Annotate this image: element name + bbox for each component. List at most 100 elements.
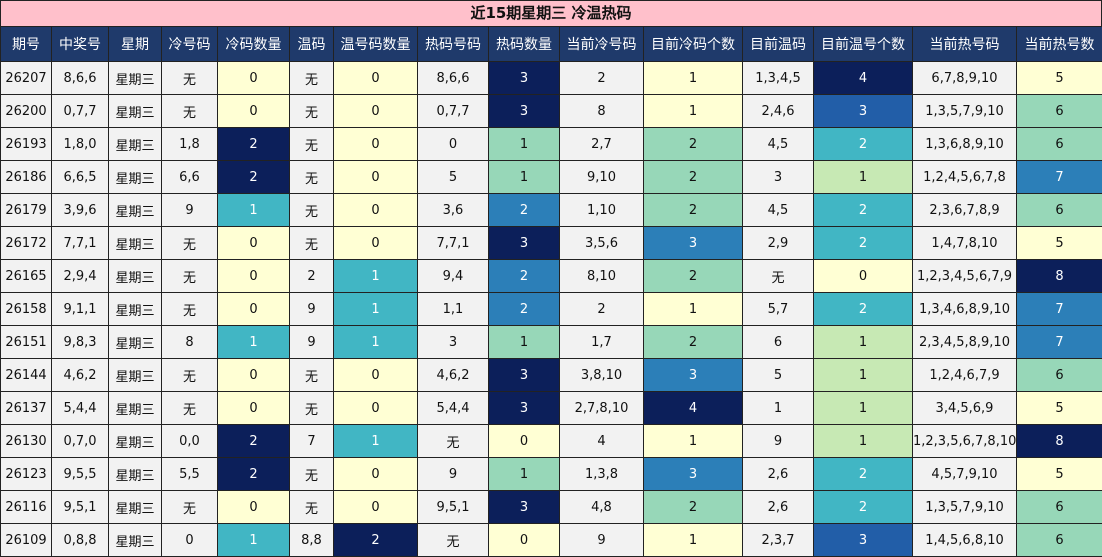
- table-row: 26193 1,8,0 星期三 1,8 2 无 0 0 1 2,7 2 4,5 2 1,3,6,8,9,1…: [0, 127, 1102, 161]
- table-cell: 无: [289, 226, 334, 260]
- table-row: 26207 8,6,6 星期三无 0 无 0 8,6,6 3 2 1 1,3,4,5 4 6,7,8,9…: [0, 61, 1102, 95]
- table-cell: 6: [1016, 193, 1102, 227]
- table-row: 26186 6,6,5 星期三 6,6 2 无 0 5 1 9,10 2 3 1 1,2,4,5,6,7,…: [0, 160, 1102, 194]
- table-cell: 9: [289, 325, 334, 359]
- table-cell: 26158: [0, 292, 52, 326]
- table-cell: 6,6: [161, 160, 218, 194]
- table-row: 26144 4,6,2 星期三无 0 无 0 4,6,2 3 3,8,10 3 5 1 1,2,4,6,…: [0, 358, 1102, 392]
- table-cell: 无: [742, 259, 814, 293]
- table-cell: 1,2,3,4,5,6,7,9: [912, 259, 1017, 293]
- table-cell: 9: [559, 523, 644, 557]
- table-cell: 5: [1016, 61, 1102, 95]
- table-cell: 1,4,5,6,8,10: [912, 523, 1017, 557]
- table-cell: 无: [289, 127, 334, 161]
- table-row: 26172 7,7,1 星期三无 0 无 0 7,7,1 3 3,5,6 3 2,9 2 1,4,7,8…: [0, 226, 1102, 260]
- table-cell: 1: [217, 325, 290, 359]
- table-cell: 2: [643, 490, 743, 524]
- table-cell: 无: [289, 391, 334, 425]
- table-cell: 0: [488, 523, 560, 557]
- table-cell: 6,7,8,9,10: [912, 61, 1017, 95]
- table-cell: 3: [488, 226, 560, 260]
- column-header: 目前冷码个数: [643, 26, 743, 62]
- table-cell: 0: [333, 358, 418, 392]
- table-cell: 2: [217, 127, 290, 161]
- table-cell: 无: [289, 94, 334, 128]
- table-cell: 0,7,0: [51, 424, 109, 458]
- table-cell: 星期三: [108, 523, 162, 557]
- table-cell: 3: [488, 61, 560, 95]
- table-cell: 7: [1016, 292, 1102, 326]
- table-cell: 星期三: [108, 259, 162, 293]
- table-cell: 2: [643, 160, 743, 194]
- table-cell: 2,6: [742, 490, 814, 524]
- table-cell: 2: [643, 193, 743, 227]
- table-cell: 2: [559, 292, 644, 326]
- table-cell: 26165: [0, 259, 52, 293]
- table-cell: 无: [161, 391, 218, 425]
- table-cell: 1: [643, 523, 743, 557]
- table-cell: 9,10: [559, 160, 644, 194]
- table-cell: 星期三: [108, 358, 162, 392]
- table-cell: 星期三: [108, 490, 162, 524]
- table-cell: 26193: [0, 127, 52, 161]
- table-cell: 26109: [0, 523, 52, 557]
- table-cell: 1,2,3,5,6,7,8,10: [912, 424, 1017, 458]
- table-row: 26151 9,8,3 星期三 8 1 9 1 3 1 1,7 2 6 1 2,3,4,5,8,9,10 7: [0, 325, 1102, 359]
- table-cell: 4: [643, 391, 743, 425]
- table-cell: 1,3,4,6,8,9,10: [912, 292, 1017, 326]
- table-cell: 0,7,7: [417, 94, 489, 128]
- table-cell: 3,4,5,6,9: [912, 391, 1017, 425]
- table-cell: 8,8: [289, 523, 334, 557]
- table-cell: 2: [813, 457, 913, 491]
- table-cell: 4,6,2: [417, 358, 489, 392]
- table-cell: 4,5,7,9,10: [912, 457, 1017, 491]
- hot-cold-table: 期号 中奖号 星期 冷号码 冷码数量 温码 温号码数量 热码号码 热码数量 当前冷号码 目前冷码个数…: [0, 26, 1102, 557]
- table-row: 26200 0,7,7 星期三无 0 无 0 0,7,7 3 8 1 2,4,6 3 1,3,5,7,9…: [0, 94, 1102, 128]
- table-cell: 0: [217, 61, 290, 95]
- table-cell: 9: [742, 424, 814, 458]
- table-cell: 0: [217, 259, 290, 293]
- table-cell: 0: [333, 226, 418, 260]
- table-cell: 1: [643, 292, 743, 326]
- table-cell: 7: [1016, 325, 1102, 359]
- table-cell: 26123: [0, 457, 52, 491]
- table-cell: 无: [417, 523, 489, 557]
- table-row: 26123 9,5,5 星期三 5,5 2 无 0 9 1 1,3,8 3 2,6 2 4,5,7,9,1…: [0, 457, 1102, 491]
- table-cell: 2,7,8,10: [559, 391, 644, 425]
- table-title: 近15期星期三 冷温热码: [0, 0, 1102, 26]
- table-cell: 2: [813, 127, 913, 161]
- header-row: 期号 中奖号 星期 冷号码 冷码数量 温码 温号码数量 热码号码 热码数量 当前冷号码 目前冷码个数…: [0, 26, 1102, 62]
- table-cell: 3,9,6: [51, 193, 109, 227]
- table-cell: 0: [333, 193, 418, 227]
- table-cell: 1: [643, 94, 743, 128]
- table-cell: 5,4,4: [51, 391, 109, 425]
- table-cell: 5,5: [161, 457, 218, 491]
- table-cell: 1,3,5,7,9,10: [912, 490, 1017, 524]
- column-header: 冷码数量: [217, 26, 290, 62]
- table-cell: 1: [488, 160, 560, 194]
- table-cell: 1: [488, 325, 560, 359]
- table-cell: 5: [1016, 391, 1102, 425]
- table-row: 26158 9,1,1 星期三无 0 9 1 1,1 2 2 1 5,7 2 1,3,4,6,8,9,1…: [0, 292, 1102, 326]
- column-header: 温码: [289, 26, 334, 62]
- table-cell: 0,0: [161, 424, 218, 458]
- table-cell: 2: [643, 127, 743, 161]
- table-cell: 6: [1016, 127, 1102, 161]
- table-cell: 1: [813, 424, 913, 458]
- table-cell: 5,4,4: [417, 391, 489, 425]
- table-cell: 4,8: [559, 490, 644, 524]
- table-cell: 1: [333, 424, 418, 458]
- table-cell: 6: [1016, 358, 1102, 392]
- table-cell: 0: [217, 226, 290, 260]
- table-cell: 3: [643, 457, 743, 491]
- table-cell: 2,4,6: [742, 94, 814, 128]
- table-row: 26165 2,9,4 星期三无 0 2 1 9,4 2 8,10 2 无 0 1,2,3,4,5,6,…: [0, 259, 1102, 293]
- table-cell: 0: [417, 127, 489, 161]
- table-cell: 星期三: [108, 61, 162, 95]
- table-cell: 2,3,6,7,8,9: [912, 193, 1017, 227]
- table-cell: 3: [643, 358, 743, 392]
- table-cell: 无: [289, 61, 334, 95]
- table-cell: 5: [1016, 226, 1102, 260]
- table-cell: 8: [161, 325, 218, 359]
